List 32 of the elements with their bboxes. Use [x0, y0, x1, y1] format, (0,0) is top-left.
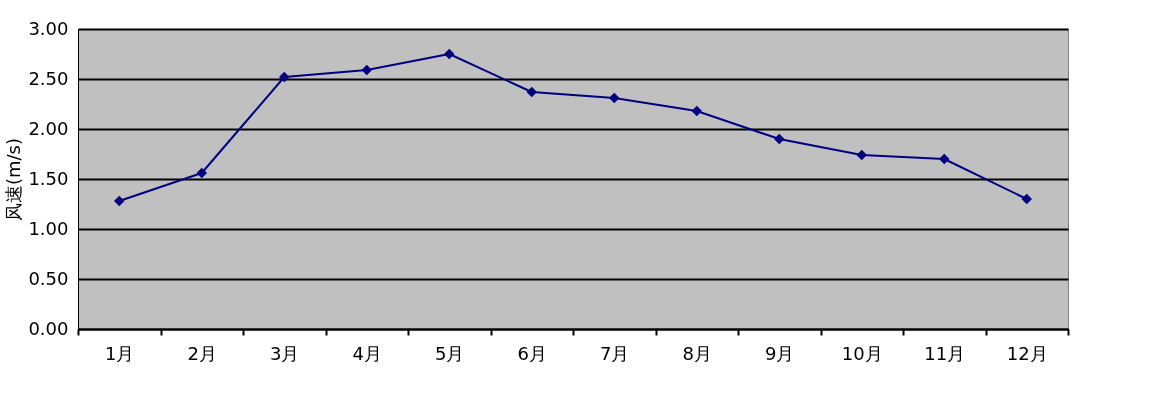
x-tick-label: 7月: [600, 342, 630, 364]
point: [609, 92, 620, 104]
y-tick-label: 1.00: [28, 217, 69, 239]
x-tick-label: 9月: [765, 342, 795, 364]
point: [361, 64, 372, 76]
y-tick-label: 2.50: [28, 67, 69, 89]
point: [691, 105, 702, 117]
point: [444, 48, 455, 60]
point: [1021, 193, 1032, 205]
y-axis-title: 风速(m/s): [3, 137, 25, 222]
x-tick-label: 2月: [187, 342, 217, 364]
x-tick-label: 5月: [435, 342, 465, 364]
x-tick-label: 6月: [517, 342, 547, 364]
point: [114, 195, 125, 207]
y-tick-label: 3.00: [28, 17, 69, 39]
x-tick-label: 10月: [841, 342, 883, 364]
x-tick-label: 1月: [105, 342, 135, 364]
point: [196, 167, 207, 179]
point: [939, 153, 950, 165]
y-tick-label: 1.50: [28, 167, 69, 189]
point: [526, 86, 537, 98]
point: [774, 133, 785, 145]
x-tick-label: 4月: [352, 342, 382, 364]
y-tick-label: 0.00: [28, 317, 69, 339]
point: [279, 71, 290, 83]
x-tick-label: 12月: [1006, 342, 1048, 364]
point: [856, 149, 867, 161]
y-tick-label: 2.00: [28, 117, 69, 139]
x-tick-label: 3月: [270, 342, 300, 364]
y-tick-label: 0.50: [28, 267, 69, 289]
x-tick-label: 11月: [924, 342, 966, 364]
x-tick-label: 8月: [682, 342, 712, 364]
